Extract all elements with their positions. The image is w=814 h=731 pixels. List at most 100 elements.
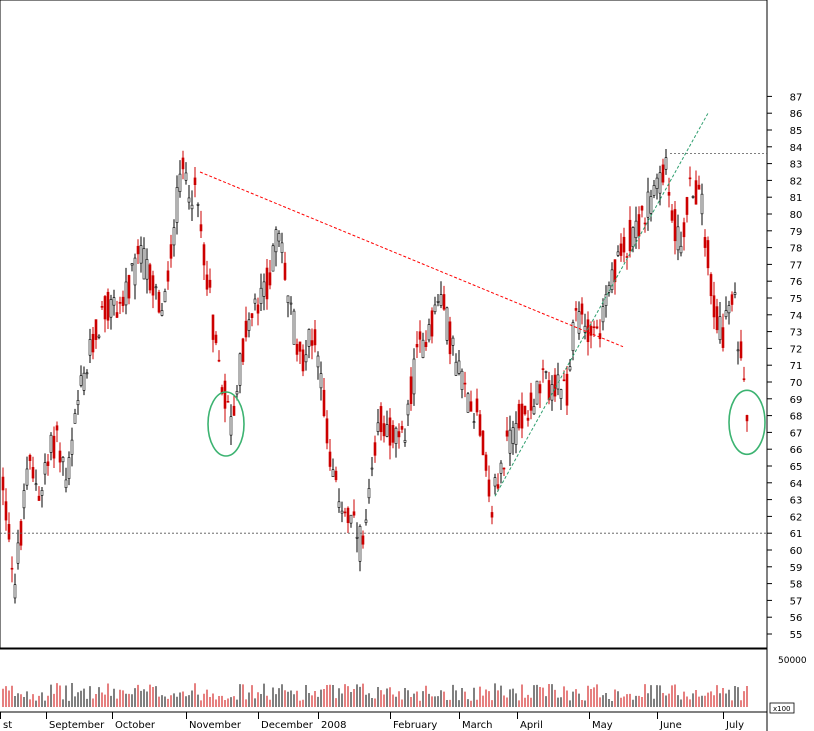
candle-body [283, 262, 287, 280]
volume-multiplier-label: x100 [773, 705, 791, 713]
candle-body [247, 319, 251, 331]
candle-body [688, 177, 692, 180]
candle-body [220, 387, 224, 395]
candle-body [736, 349, 740, 352]
candle-body [118, 301, 122, 304]
candle-body [706, 240, 710, 269]
candle-body [139, 245, 143, 264]
overlays [0, 112, 767, 534]
candle-body [241, 338, 245, 362]
candle-body [163, 291, 167, 303]
candle-body [415, 344, 419, 348]
price-tick-label: 69 [790, 395, 803, 406]
candle-body [634, 220, 638, 239]
candle-body [199, 224, 203, 232]
candle-body [223, 380, 227, 409]
candle-body [697, 184, 701, 190]
candle-body [145, 259, 149, 280]
price-tick-label: 60 [790, 546, 803, 557]
candle-body [115, 312, 119, 318]
candle-body [25, 468, 29, 486]
candle-body [280, 242, 284, 253]
candle-body [619, 243, 623, 256]
candle-body [460, 370, 464, 390]
candle-body [466, 393, 470, 413]
candle-body [34, 483, 38, 486]
candle-body [709, 274, 713, 297]
candles-group [1, 148, 749, 604]
candle-body [106, 291, 110, 321]
candle-body [694, 180, 698, 205]
candle-body [271, 245, 275, 272]
candle-body [502, 467, 506, 470]
candle-body [721, 327, 725, 348]
candle-body [517, 403, 521, 429]
price-tick-label: 62 [790, 512, 803, 523]
candle-body [724, 310, 728, 318]
month-label: February [393, 720, 437, 731]
candle-body [727, 305, 731, 314]
candle-body [193, 177, 197, 185]
candle-body [88, 339, 92, 356]
candle-body [148, 264, 152, 291]
candle-body [715, 306, 719, 331]
candle-body [184, 172, 188, 181]
candle-body [655, 177, 659, 189]
candle-body [511, 427, 515, 444]
candle-body [4, 501, 8, 521]
month-label: September [49, 720, 105, 731]
candle-body [160, 310, 164, 316]
candle-body [472, 421, 476, 423]
candle-body [94, 319, 98, 340]
candle-body [424, 342, 428, 348]
candle-body [37, 495, 41, 501]
price-tick-label: 66 [790, 445, 803, 456]
candle-body [301, 349, 305, 372]
candle-body [97, 335, 101, 338]
candle-body [469, 401, 473, 412]
candle-body [400, 426, 404, 430]
candle-body [385, 424, 389, 437]
candle-body [190, 204, 194, 210]
candle-body [235, 391, 239, 395]
candle-body [439, 294, 443, 306]
candle-body [124, 281, 128, 306]
candle-body [505, 430, 509, 437]
candle-body [592, 326, 596, 329]
price-tick-label: 84 [790, 143, 803, 154]
candle-body [58, 450, 62, 463]
candle-body [367, 488, 371, 499]
candle-body [76, 400, 80, 406]
candle-body [691, 196, 695, 198]
candle-body [295, 343, 299, 355]
candle-body [142, 248, 146, 280]
candle-body [166, 270, 170, 282]
candle-body [7, 524, 11, 540]
candle-body [403, 439, 407, 443]
candle-body [448, 321, 452, 355]
candle-body [631, 227, 635, 247]
candle-body [673, 209, 677, 242]
candle-body [643, 222, 647, 225]
candle-body [169, 244, 173, 259]
candle-body [52, 435, 56, 459]
candle-body [532, 406, 536, 415]
candle-body [613, 259, 617, 283]
candle-body [121, 296, 125, 307]
candle-body [274, 229, 278, 253]
candle-body [79, 375, 83, 386]
candle-body [373, 442, 377, 456]
candle-body [376, 422, 380, 432]
candle-body [85, 372, 89, 375]
month-label: 2008 [321, 720, 346, 731]
candle-body [475, 398, 479, 413]
month-label: st [3, 720, 12, 731]
candle-body [16, 542, 20, 564]
candle-body [598, 333, 602, 340]
candle-body [553, 374, 557, 397]
candle-body [739, 341, 743, 359]
price-tick-label: 83 [790, 160, 803, 171]
candle-body [700, 193, 704, 215]
candle-body [202, 244, 206, 266]
candle-body [649, 196, 653, 214]
